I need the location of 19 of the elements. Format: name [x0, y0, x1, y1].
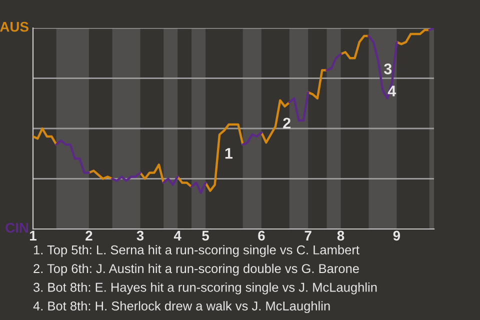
text: 3. Bot 8th: E. Hayes hit a run-scoring single vs J. McLaughlin — [33, 282, 377, 294]
x-tick-label: 9 — [393, 230, 400, 241]
x-tick-label: 7 — [304, 230, 312, 240]
annotation: 2 — [283, 118, 290, 128]
annotation: 1 — [225, 148, 233, 159]
annotation: 3 — [384, 63, 392, 74]
text: 2. Top 6th: J. Austin hit a run-scoring double vs G. Barone — [34, 264, 359, 276]
text: CIN — [6, 222, 28, 233]
x-tick-label: 1 — [30, 230, 36, 240]
x-tick-label: 5 — [202, 230, 209, 241]
x-tick-label: 6 — [258, 230, 265, 241]
x-tick-label: 2 — [86, 230, 92, 240]
text: 1. Top 5th: L. Serna hit a run-scoring single vs C. Lambert — [34, 245, 360, 257]
text: AUS — [0, 22, 28, 32]
text: 4. Bot 8th: H. Sherlock drew a walk vs J. McLaughlin — [33, 301, 330, 314]
annotation: 4 — [388, 86, 396, 96]
x-tick-label: 3 — [136, 230, 144, 241]
x-tick-label: 4 — [174, 230, 182, 240]
x-tick-label: 8 — [337, 230, 344, 241]
